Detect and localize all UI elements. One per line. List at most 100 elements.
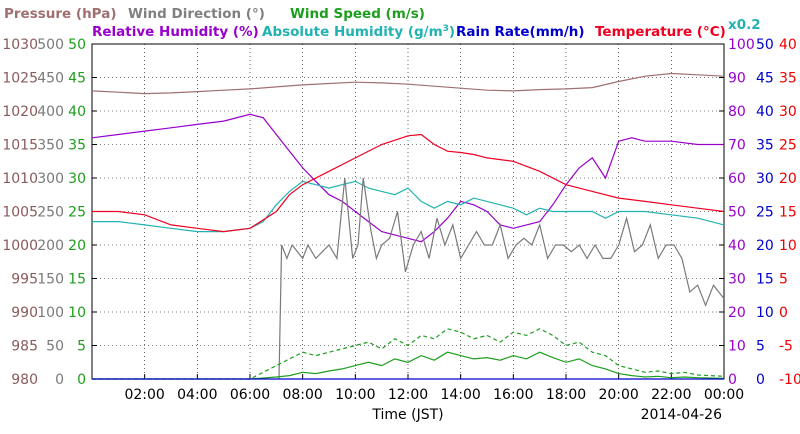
pressure-tick-label: 1000 <box>2 238 38 254</box>
relative-humidity-tick-label: 30 <box>728 272 746 288</box>
legend-rain-rate: Rain Rate(mm/h) <box>456 24 585 40</box>
legend-absolute-humidity-close: ) <box>449 24 455 40</box>
temperature-tick-label: 30 <box>779 104 797 120</box>
wind-direction-tick-label: 400 <box>37 104 64 120</box>
absolute-humidity-line <box>92 180 725 233</box>
temperature-tick-label: -5 <box>779 339 793 355</box>
wind-direction-tick-label: 500 <box>37 37 64 53</box>
legend-relative-humidity: Relative Humidity (%) <box>92 24 259 40</box>
rain-rate-tick-label: 20 <box>756 238 774 254</box>
pressure-tick-label: 980 <box>11 372 38 388</box>
relative-humidity-tick-label: 20 <box>728 305 746 321</box>
wind-direction-tick-label: 150 <box>37 272 64 288</box>
pressure-tick-label: 1030 <box>2 37 38 53</box>
legend-absolute-humidity-text: Absolute Humidity (g/m <box>262 24 443 40</box>
wind-speed-tick-label: 40 <box>68 104 86 120</box>
pressure-tick-label: 1005 <box>2 205 38 221</box>
legend-row-1: Pressure (hPa) Wind Direction (°) Wind S… <box>4 6 425 22</box>
wind-direction-tick-label: 200 <box>37 238 64 254</box>
wind-direction-tick-label: 450 <box>37 71 64 87</box>
wind-direction-tick-label: 50 <box>46 339 64 355</box>
wind-speed-tick-label: 0 <box>77 372 86 388</box>
rain-rate-tick-label: 15 <box>756 272 774 288</box>
wind-direction-tick-label: 300 <box>37 171 64 187</box>
wind-speed-tick-label: 35 <box>68 138 86 154</box>
pressure-tick-label: 1015 <box>2 138 38 154</box>
legend-pressure: Pressure (hPa) <box>4 6 117 22</box>
relative-humidity-line <box>91 113 724 243</box>
x-tick-label: 16:00 <box>493 387 533 403</box>
temperature-tick-label: 15 <box>779 205 797 221</box>
relative-humidity-tick-label: 10 <box>728 339 746 355</box>
pressure-tick-label: 990 <box>11 305 38 321</box>
wind-direction-tick-label: 250 <box>37 205 64 221</box>
wind-speed-gust-line <box>92 328 725 380</box>
legend-wind-speed: Wind Speed (m/s) <box>290 6 425 22</box>
legend-row-2: Relative Humidity (%) Absolute Humidity … <box>92 17 761 40</box>
legend-temperature: Temperature (°C) <box>595 24 726 40</box>
x-tick-label: 18:00 <box>546 387 586 403</box>
relative-humidity-tick-label: 90 <box>728 71 746 87</box>
rain-rate-tick-label: 30 <box>756 171 774 187</box>
wind-direction-tick-label: 350 <box>37 138 64 154</box>
legend-abs-scale: x0.2 <box>728 17 761 33</box>
rain-rate-tick-label: 10 <box>756 305 774 321</box>
wind-speed-tick-label: 45 <box>68 71 86 87</box>
temperature-tick-label: 25 <box>779 138 797 154</box>
temperature-line <box>92 133 725 233</box>
wind-speed-tick-label: 5 <box>77 339 86 355</box>
pressure-line <box>91 72 725 95</box>
x-tick-label: 14:00 <box>440 387 480 403</box>
x-tick-label: 22:00 <box>651 387 691 403</box>
x-axis: 02:00 04:00 06:00 08:00 10:00 12:00 14:00 16:00… <box>124 374 744 403</box>
temperature-tick-label: 5 <box>779 272 788 288</box>
relative-humidity-tick-label: 0 <box>728 372 737 388</box>
x-tick-label: 08:00 <box>282 387 322 403</box>
chart-date: 2014-04-26 <box>641 407 722 423</box>
rain-rate-tick-label: 40 <box>756 104 774 120</box>
wind-speed-tick-label: 20 <box>68 238 86 254</box>
legend-wind-direction: Wind Direction (°) <box>128 6 265 22</box>
wind-direction-tick-label: 100 <box>37 305 64 321</box>
relative-humidity-tick-label: 50 <box>728 205 746 221</box>
rain-rate-tick-label: 35 <box>756 138 774 154</box>
pressure-tick-label: 995 <box>11 272 38 288</box>
x-tick-label: 02:00 <box>124 387 164 403</box>
rain-rate-tick-label: 45 <box>756 71 774 87</box>
x-tick-label: 12:00 <box>388 387 428 403</box>
pressure-tick-label: 1020 <box>2 104 38 120</box>
rain-rate-tick-label: 5 <box>756 339 765 355</box>
x-tick-label: 20:00 <box>598 387 638 403</box>
relative-humidity-tick-label: 80 <box>728 104 746 120</box>
left-axes: 1030102510201015101010051000995990985980… <box>2 37 97 388</box>
legend-absolute-humidity: Absolute Humidity (g/m3) <box>262 24 455 40</box>
temperature-tick-label: 0 <box>779 305 788 321</box>
rain-rate-tick-label: 25 <box>756 205 774 221</box>
right-axes: 1009080706050403020100504540353025201510… <box>719 37 800 388</box>
wind-speed-tick-label: 10 <box>68 305 86 321</box>
temperature-tick-label: 20 <box>779 171 797 187</box>
x-axis-label: Time (JST) <box>371 407 443 423</box>
wind-speed-line <box>92 351 725 380</box>
wind-direction-line <box>278 177 725 380</box>
relative-humidity-tick-label: 60 <box>728 171 746 187</box>
x-tick-label: 00:00 <box>704 387 744 403</box>
legend-absolute-humidity-sup: 3 <box>443 24 449 34</box>
relative-humidity-tick-label: 70 <box>728 138 746 154</box>
rain-rate-tick-label: 50 <box>756 37 774 53</box>
x-tick-label: 10:00 <box>335 387 375 403</box>
wind-speed-tick-label: 30 <box>68 171 86 187</box>
pressure-tick-label: 1010 <box>2 171 38 187</box>
x-tick-label: 04:00 <box>177 387 217 403</box>
temperature-tick-label: -10 <box>779 372 800 388</box>
temperature-tick-label: 40 <box>779 37 797 53</box>
wind-speed-tick-label: 15 <box>68 272 86 288</box>
relative-humidity-tick-label: 40 <box>728 238 746 254</box>
rain-rate-tick-label: 0 <box>756 372 765 388</box>
x-tick-label: 06:00 <box>230 387 270 403</box>
wind-speed-tick-label: 50 <box>68 37 86 53</box>
series <box>91 72 725 380</box>
relative-humidity-tick-label: 100 <box>728 37 755 53</box>
temperature-tick-label: 35 <box>779 71 797 87</box>
